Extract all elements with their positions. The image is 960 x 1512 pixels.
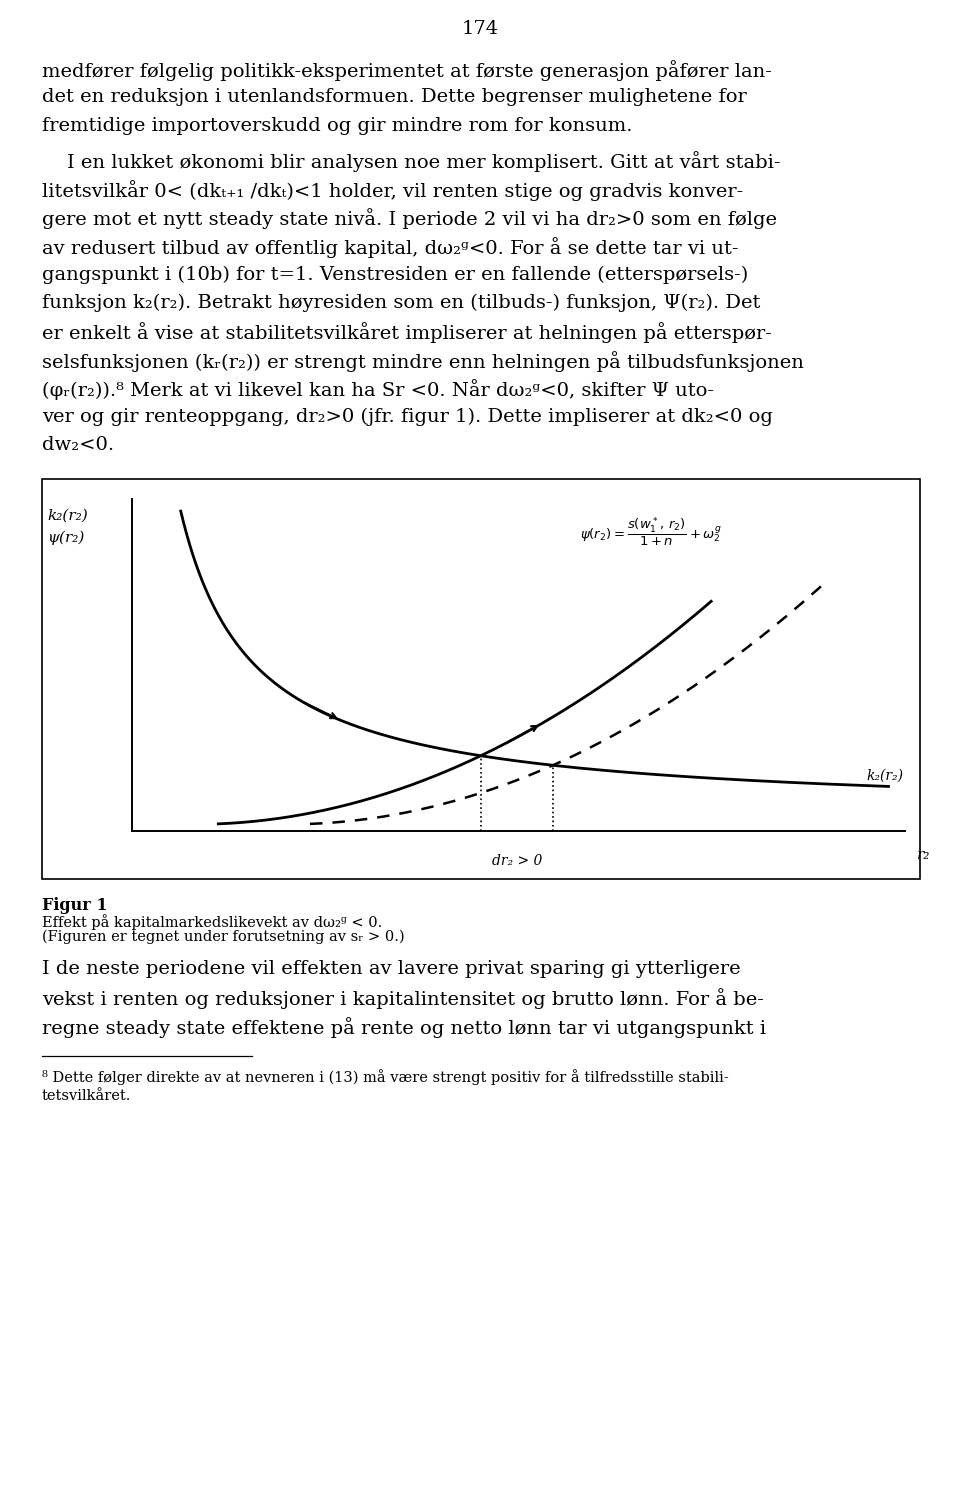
Text: fremtidige importoverskudd og gir mindre rom for konsum.: fremtidige importoverskudd og gir mindre… — [42, 116, 633, 135]
Text: I en lukket økonomi blir analysen noe mer komplisert. Gitt at vårt stabi-: I en lukket økonomi blir analysen noe me… — [42, 151, 780, 172]
Text: (φᵣ(r₂)).⁸ Merk at vi likevel kan ha Sr <0. Når dω₂ᵍ<0, skifter Ψ uto-: (φᵣ(r₂)).⁸ Merk at vi likevel kan ha Sr … — [42, 380, 714, 401]
Text: det en reduksjon i utenlandsformuen. Dette begrenser mulighetene for: det en reduksjon i utenlandsformuen. Det… — [42, 89, 747, 106]
Text: regne steady state effektene på rente og netto lønn tar vi utgangspunkt i: regne steady state effektene på rente og… — [42, 1018, 766, 1037]
Text: Effekt på kapitalmarkedslikevekt av dω₂ᵍ < 0.: Effekt på kapitalmarkedslikevekt av dω₂ᵍ… — [42, 913, 382, 930]
Text: r₂: r₂ — [917, 848, 930, 862]
Text: ⁸ Dette følger direkte av at nevneren i (13) må være strengt positiv for å tilfr: ⁸ Dette følger direkte av at nevneren i … — [42, 1069, 729, 1086]
Text: k₂(r₂): k₂(r₂) — [866, 770, 903, 783]
Text: ver og gir renteoppgang, dr₂>0 (jfr. figur 1). Dette impliserer at dk₂<0 og: ver og gir renteoppgang, dr₂>0 (jfr. fig… — [42, 408, 773, 426]
Text: dw₂<0.: dw₂<0. — [42, 437, 114, 455]
Bar — [42, 479, 920, 878]
Text: Figur 1: Figur 1 — [42, 897, 108, 913]
Text: dr₂ > 0: dr₂ > 0 — [492, 854, 542, 868]
Text: gangspunkt i (10b) for t=1. Venstresiden er en fallende (etterspørsels-): gangspunkt i (10b) for t=1. Venstresiden… — [42, 266, 748, 284]
Text: litetsvilkår 0< (dkₜ₊₁ /dkₜ)<1 holder, vil renten stige og gradvis konver-: litetsvilkår 0< (dkₜ₊₁ /dkₜ)<1 holder, v… — [42, 180, 743, 201]
Text: medfører følgelig politikk-eksperimentet at første generasjon påfører lan-: medfører følgelig politikk-eksperimentet… — [42, 60, 772, 82]
Text: selsfunksjonen (kᵣ(r₂)) er strengt mindre enn helningen på tilbudsfunksjonen: selsfunksjonen (kᵣ(r₂)) er strengt mindr… — [42, 351, 804, 372]
Text: funksjon k₂(r₂). Betrakt høyresiden som en (tilbuds-) funksjon, Ψ(r₂). Det: funksjon k₂(r₂). Betrakt høyresiden som … — [42, 293, 760, 313]
Text: gere mot et nytt steady state nivå. I periode 2 vil vi ha dr₂>0 som en følge: gere mot et nytt steady state nivå. I pe… — [42, 209, 777, 230]
Text: 174: 174 — [462, 20, 498, 38]
Text: (Figuren er tegnet under forutsetning av sᵣ > 0.): (Figuren er tegnet under forutsetning av… — [42, 930, 404, 945]
Text: I de neste periodene vil effekten av lavere privat sparing gi ytterligere: I de neste periodene vil effekten av lav… — [42, 960, 740, 978]
Text: ψ(r₂): ψ(r₂) — [47, 531, 84, 546]
Text: av redusert tilbud av offentlig kapital, dω₂ᵍ<0. For å se dette tar vi ut-: av redusert tilbud av offentlig kapital,… — [42, 237, 738, 259]
Text: $\psi(r_2) = \dfrac{s(w_1^*,\,r_2)}{1+n} + \omega_2^g$: $\psi(r_2) = \dfrac{s(w_1^*,\,r_2)}{1+n}… — [581, 516, 722, 549]
Text: k₂(r₂): k₂(r₂) — [47, 510, 87, 523]
Text: vekst i renten og reduksjoner i kapitalintensitet og brutto lønn. For å be-: vekst i renten og reduksjoner i kapitali… — [42, 989, 764, 1010]
Text: tetsvilkåret.: tetsvilkåret. — [42, 1090, 132, 1104]
Text: er enkelt å vise at stabilitetsvilkåret impliserer at helningen på etterspør-: er enkelt å vise at stabilitetsvilkåret … — [42, 322, 772, 343]
